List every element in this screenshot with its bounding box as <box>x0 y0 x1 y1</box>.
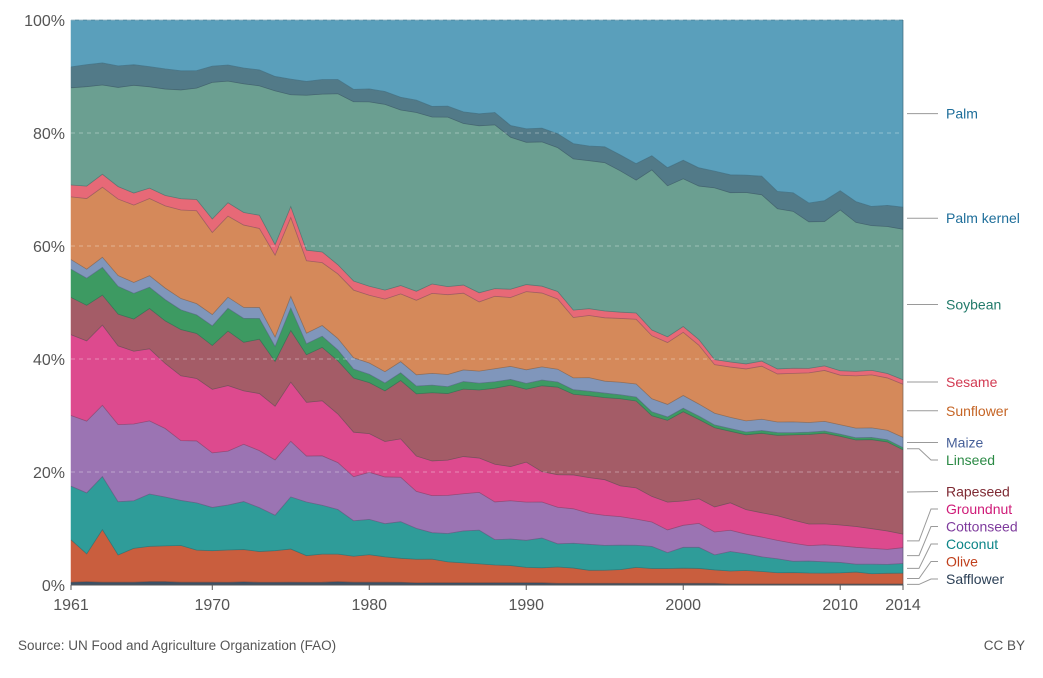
legend-label-maize: Maize <box>946 434 984 450</box>
legend-label-sesame: Sesame <box>946 374 998 390</box>
x-tick-label: 1980 <box>351 597 387 614</box>
legend-label-linseed: Linseed <box>946 452 995 468</box>
legend-leader-olive <box>907 562 938 579</box>
x-tick-label: 2010 <box>822 597 858 614</box>
legend-leader-safflower <box>907 579 938 584</box>
legend-label-cottonseed: Cottonseed <box>946 519 1018 535</box>
x-tick-label: 2000 <box>665 597 701 614</box>
legend-label-coconut: Coconut <box>946 536 998 552</box>
x-tick-label: 2014 <box>885 597 921 614</box>
y-tick-label: 100% <box>24 13 65 30</box>
source-note: Source: UN Food and Agriculture Organiza… <box>18 638 336 653</box>
legend-label-palm: Palm <box>946 106 978 122</box>
legend-label-palm-kernel: Palm kernel <box>946 210 1020 226</box>
legend-label-rapeseed: Rapeseed <box>946 484 1010 500</box>
y-tick-label: 60% <box>33 239 65 256</box>
x-tick-label: 1961 <box>53 597 89 614</box>
legend-label-soybean: Soybean <box>946 296 1001 312</box>
legend-leader-groundnut <box>907 509 938 541</box>
y-tick-label: 20% <box>33 465 65 482</box>
y-tick-label: 40% <box>33 352 65 369</box>
y-tick-label: 0% <box>42 578 65 595</box>
legend-leader-linseed <box>907 449 938 460</box>
legend-label-sunflower: Sunflower <box>946 403 1009 419</box>
legend-label-olive: Olive <box>946 554 978 570</box>
x-tick-label: 1970 <box>194 597 230 614</box>
y-tick-label: 80% <box>33 126 65 143</box>
license-note: CC BY <box>984 638 1025 653</box>
x-tick-label: 1990 <box>508 597 544 614</box>
legend-label-safflower: Safflower <box>946 571 1004 587</box>
legend-label-groundnut: Groundnut <box>946 501 1012 517</box>
